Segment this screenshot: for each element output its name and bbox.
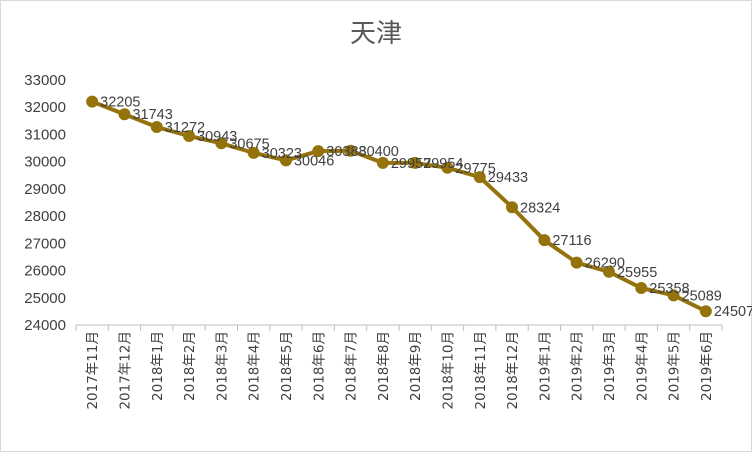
data-label: 29954 [423, 156, 463, 172]
data-label: 26290 [585, 256, 625, 272]
data-point-marker [570, 256, 583, 269]
watermark-text: 知乎 @懒散的蜗牛 [548, 414, 689, 434]
data-point-marker [473, 171, 486, 184]
x-tick-label: 2018年10月 [440, 331, 456, 410]
data-point-marker [344, 144, 357, 157]
y-tick-label: 30000 [24, 154, 66, 171]
data-point-marker [602, 265, 615, 278]
x-tick-label: 2017年11月 [85, 331, 101, 410]
chart-title: 天津 [350, 19, 402, 49]
data-point-marker [376, 156, 389, 169]
data-label: 30323 [262, 146, 302, 162]
data-point-marker [441, 161, 454, 174]
data-point-marker [150, 121, 163, 134]
x-tick-label: 2019年3月 [602, 331, 618, 401]
data-point-marker [699, 305, 712, 318]
y-tick-label: 31000 [24, 126, 66, 143]
data-label: 30675 [229, 136, 269, 152]
y-tick-label: 24000 [24, 317, 66, 334]
x-tick-label: 2019年6月 [699, 331, 715, 401]
data-label: 24507 [714, 304, 752, 320]
data-label: 29957 [391, 156, 431, 172]
data-point-marker [409, 156, 422, 169]
x-tick-label: 2018年1月 [150, 331, 166, 401]
data-label-group: 3220531743312723094330675303233004630388… [100, 95, 752, 321]
data-point-marker [635, 282, 648, 295]
x-tick-label: 2018年6月 [311, 331, 327, 401]
y-tick-label: 33000 [24, 72, 66, 89]
data-label: 30400 [359, 144, 399, 160]
data-point-marker [279, 154, 292, 167]
y-axis: 24000 25000 26000 27000 28000 29000 30000 31000… [24, 72, 66, 334]
data-label: 29775 [455, 161, 495, 177]
y-tick-label: 29000 [24, 181, 66, 198]
data-point-marker [183, 129, 196, 142]
x-tick-label: 2018年4月 [247, 331, 263, 401]
data-label: 29433 [488, 170, 528, 186]
data-label: 31272 [165, 120, 205, 136]
data-point-marker [86, 95, 99, 108]
x-tick-label: 2019年1月 [537, 331, 553, 401]
data-label: 30943 [197, 129, 237, 145]
x-tick-label: 2018年11月 [473, 331, 489, 410]
x-tick-label: 2017年12月 [117, 331, 133, 410]
data-point-marker [312, 145, 325, 158]
x-tick-label: 2018年7月 [344, 331, 360, 401]
data-label: 31743 [132, 107, 172, 123]
data-point-marker [247, 146, 260, 159]
data-point-marker [538, 234, 551, 247]
x-tick-label: 2019年5月 [667, 331, 683, 401]
x-tick-label: 2018年2月 [182, 331, 198, 401]
x-tick-label: 2018年12月 [505, 331, 521, 410]
x-tick-label: 2018年5月 [279, 331, 295, 401]
x-tick-label: 2018年8月 [376, 331, 392, 401]
data-label: 30046 [294, 153, 334, 169]
data-label: 32205 [100, 95, 140, 111]
data-label: 30388 [326, 144, 366, 160]
series-line-group [86, 95, 712, 318]
y-tick-label: 25000 [24, 290, 66, 307]
data-point-marker [118, 108, 131, 121]
data-label: 25955 [617, 265, 657, 281]
y-tick-label: 32000 [24, 99, 66, 116]
y-tick-label: 26000 [24, 263, 66, 280]
data-label: 27116 [552, 233, 591, 249]
data-label: 25358 [649, 281, 689, 297]
y-tick-label: 27000 [24, 235, 66, 252]
x-tick-label: 2018年3月 [214, 331, 230, 401]
data-point-marker [667, 289, 680, 302]
x-tick-label: 2019年2月 [570, 331, 586, 401]
data-label: 25089 [682, 288, 722, 304]
y-tick-label: 28000 [24, 208, 66, 225]
data-point-marker [506, 201, 519, 214]
x-tick-label: 2018年9月 [408, 331, 424, 401]
data-label: 28324 [520, 200, 560, 216]
data-point-marker [215, 137, 228, 150]
x-axis: 2017年11月 2017年12月 2018年1月 2018年2月 2018年3月 201… [75, 324, 723, 410]
x-tick-label: 2019年4月 [634, 331, 650, 401]
